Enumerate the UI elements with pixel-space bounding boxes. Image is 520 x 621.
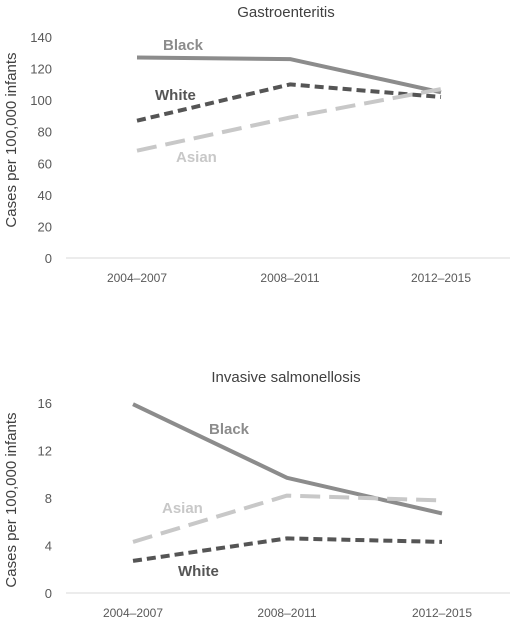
- x-tick-label: 2012–2015: [411, 271, 471, 285]
- chart-title: Invasive salmonellosis: [211, 369, 360, 386]
- series-line-asian: [132, 493, 443, 544]
- y-tick-label: 60: [38, 156, 52, 171]
- series-label-black: Black: [163, 37, 204, 54]
- gastroenteritis-chart: Gastroenteritis Cases per 100,000 infant…: [3, 4, 510, 285]
- series-label-white: White: [155, 87, 196, 104]
- series-line-black: [136, 55, 442, 95]
- y-tick-label: 140: [30, 30, 52, 45]
- x-tick-label: 2004–2007: [107, 271, 167, 285]
- y-axis-label: Cases per 100,000 infants: [3, 52, 20, 227]
- series-label-asian: Asian: [176, 149, 217, 166]
- series-label-black: Black: [209, 421, 250, 438]
- chart-title: Gastroenteritis: [237, 4, 335, 21]
- y-tick-label: 16: [38, 396, 52, 411]
- y-tick-label: 12: [38, 444, 52, 459]
- y-tick-label: 40: [38, 188, 52, 203]
- y-axis-label: Cases per 100,000 infants: [3, 412, 20, 587]
- y-tick-label: 80: [38, 125, 52, 140]
- series-line-black: [132, 402, 443, 516]
- invasive-salmonellosis-chart: Invasive salmonellosis Cases per 100,000…: [3, 369, 510, 620]
- x-tick-label: 2008–2011: [260, 271, 320, 285]
- series-lines: [132, 402, 443, 563]
- series-line-asian: [136, 87, 442, 153]
- y-tick-label: 4: [45, 539, 52, 554]
- tick-labels: 0 20 40 60 80 100 120 140 2004–2007 2008–2011 2012…: [30, 30, 471, 285]
- series-labels: Black White Asian: [155, 37, 217, 166]
- series-line-white: [132, 536, 443, 563]
- y-tick-label: 20: [38, 219, 52, 234]
- y-tick-label: 100: [30, 93, 52, 108]
- x-tick-label: 2012–2015: [412, 606, 472, 620]
- series-label-white: White: [178, 563, 219, 580]
- series-label-asian: Asian: [162, 500, 203, 517]
- x-tick-label: 2008–2011: [257, 606, 317, 620]
- y-tick-label: 120: [30, 62, 52, 77]
- series-lines: [136, 55, 442, 153]
- y-tick-label: 0: [45, 586, 52, 601]
- series-line-white: [136, 82, 442, 123]
- y-tick-label: 8: [45, 491, 52, 506]
- x-tick-label: 2004–2007: [103, 606, 163, 620]
- y-tick-label: 0: [45, 251, 52, 266]
- series-labels: Black Asian White: [162, 421, 250, 580]
- tick-labels: 0 4 8 12 16 2004–2007 2008–2011 2012–2015: [38, 396, 473, 620]
